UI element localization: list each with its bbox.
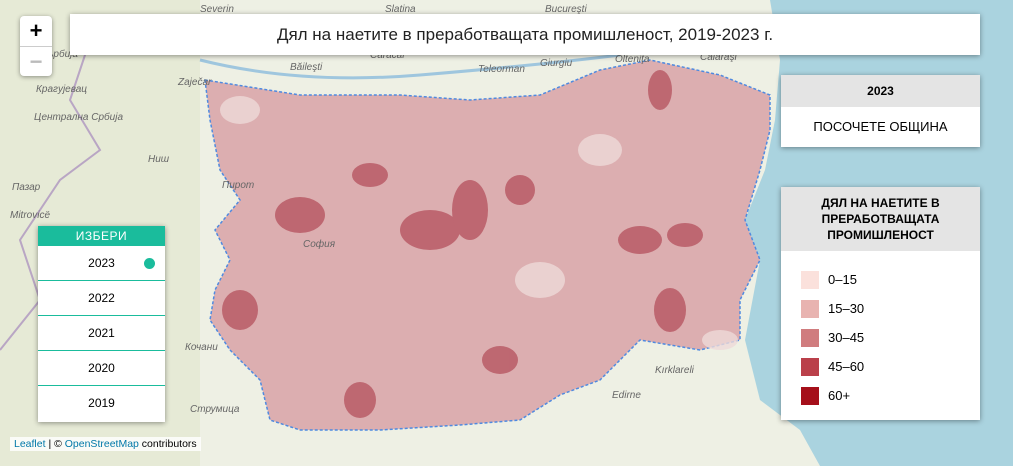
- info-hint: ПОСОЧЕТЕ ОБЩИНА: [813, 119, 948, 134]
- bulgaria: [204, 59, 771, 431]
- legend-label: 30–45: [828, 330, 865, 345]
- legend: ДЯЛ НА НАЕТИТЕ В ПРЕРАБОТВАЩАТА ПРОМИШЛЕ…: [781, 187, 980, 420]
- legend-item: 0–15: [781, 265, 980, 294]
- map-title: Дял на наетите в преработващата промишле…: [70, 14, 980, 55]
- legend-spacer: [781, 251, 980, 265]
- info-panel: 2023 ПОСОЧЕТЕ ОБЩИНА: [781, 75, 980, 147]
- map-label: Пазар: [12, 182, 41, 193]
- zoom-out[interactable]: −: [20, 46, 52, 77]
- danube: [199, 53, 621, 80]
- map-label: Călăraşi: [700, 52, 737, 63]
- map-label: Olteniţa: [615, 54, 650, 65]
- legend-swatch: [801, 299, 819, 318]
- map-label: Teleorman: [478, 64, 525, 75]
- year-selector: ИЗБЕРИ 2023 2022 2021 2020 2019: [38, 226, 165, 422]
- region: [352, 163, 388, 187]
- map-label: Zaječar: [177, 77, 212, 88]
- region: [618, 226, 662, 254]
- map-label: София: [303, 238, 336, 250]
- legend-swatch: [801, 357, 819, 376]
- map-label: Bucureşti: [545, 4, 587, 15]
- legend-title: ДЯЛ НА НАЕТИТЕ В ПРЕРАБОТВАЩАТА ПРОМИШЛЕ…: [781, 187, 980, 251]
- regions: [222, 70, 703, 418]
- map-label: Mitrovicë: [10, 210, 50, 221]
- osm-link[interactable]: OpenStreetMap: [64, 438, 139, 450]
- region: [702, 330, 738, 350]
- map-label: Ниш: [148, 154, 170, 165]
- leaflet-link[interactable]: Leaflet: [14, 438, 46, 450]
- light-regions: [220, 96, 738, 350]
- region: [220, 96, 260, 124]
- legend-swatch: [801, 328, 819, 347]
- region: [505, 175, 535, 205]
- info-year: 2023: [781, 75, 980, 107]
- zoom-control: + −: [20, 16, 52, 76]
- year-option[interactable]: 2020: [38, 351, 165, 386]
- year-option[interactable]: 2021: [38, 316, 165, 351]
- region: [654, 288, 686, 332]
- attribution-rest: contributors: [138, 438, 197, 450]
- region: [515, 262, 565, 298]
- legend-item: 15–30: [781, 294, 980, 323]
- region: [344, 382, 376, 418]
- region: [452, 180, 488, 240]
- region: [275, 197, 325, 233]
- zoom-in[interactable]: +: [29, 18, 43, 43]
- map-label: Edirne: [612, 390, 641, 401]
- selector-title: ИЗБЕРИ: [38, 226, 165, 246]
- legend-item: 60+: [781, 381, 980, 410]
- map-label: Kırklareli: [655, 365, 695, 376]
- map-label: Кочани: [185, 342, 218, 353]
- map-label: Slatina: [385, 4, 416, 15]
- region: [648, 70, 672, 110]
- year-option[interactable]: 2023: [38, 246, 165, 281]
- region: [482, 346, 518, 374]
- legend-label: 0–15: [828, 272, 857, 287]
- map-label: Caracal: [370, 50, 405, 61]
- map-label: Severin: [200, 4, 234, 15]
- legend-label: 60+: [828, 388, 851, 403]
- year-option[interactable]: 2019: [88, 396, 115, 410]
- legend-label: 15–30: [828, 301, 865, 316]
- legend-swatch: [801, 386, 819, 405]
- year-option[interactable]: 2022: [38, 281, 165, 316]
- map-label: Băileşti: [290, 62, 323, 73]
- legend-label: 45–60: [828, 359, 865, 374]
- region: [222, 290, 258, 330]
- map-label: Централна Србија: [34, 111, 123, 123]
- map-label: Giurgiu: [540, 58, 573, 69]
- attribution: Leaflet | © OpenStreetMap contributors: [10, 437, 201, 451]
- region: [400, 210, 460, 250]
- legend-item: 30–45: [781, 323, 980, 352]
- region: [667, 223, 703, 247]
- attribution-sep: | ©: [45, 438, 65, 450]
- selected-dot: [144, 258, 155, 269]
- region: [578, 134, 622, 166]
- map-label: Пирот: [222, 180, 254, 191]
- map-label: Струмица: [190, 404, 240, 415]
- legend-swatch: [801, 270, 819, 289]
- map-label: Крагујевац: [36, 84, 87, 95]
- legend-item: 45–60: [781, 352, 980, 381]
